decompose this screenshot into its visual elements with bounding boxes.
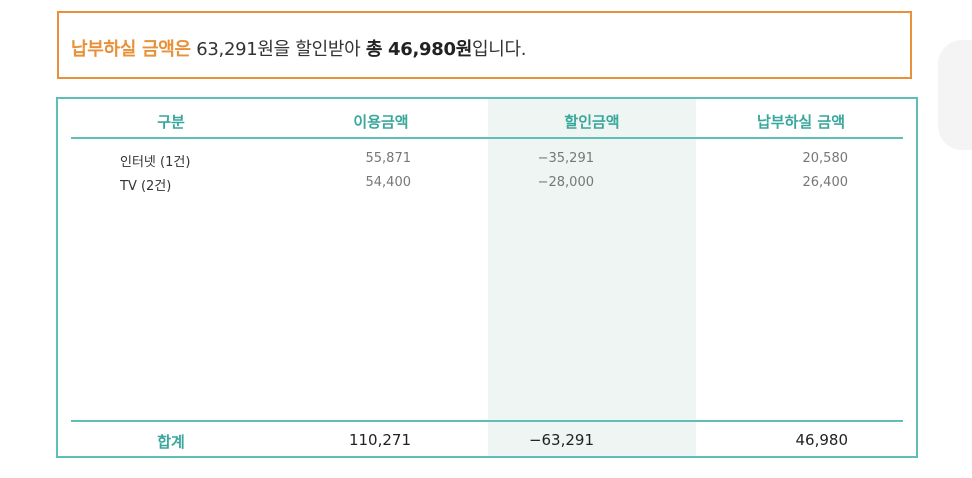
total-usage: 110,271 (348, 431, 411, 449)
billing-table: 구분 이용금액 할인금액 납부하실 금액 인터넷 (1건) 55,871 −35… (56, 97, 918, 458)
summary-total-prefix: 총 (365, 39, 389, 60)
row-usage: 55,871 (365, 151, 412, 166)
edge-decoration (938, 40, 972, 150)
total-divider (71, 420, 903, 422)
header-divider (71, 137, 903, 139)
row-discount: −35,291 (537, 151, 594, 166)
row-payment: 20,580 (802, 151, 849, 166)
total-label: 합계 (157, 433, 185, 451)
header-payment: 납부하실 금액 (756, 113, 846, 131)
row-category: 인터넷 (1건) (120, 155, 191, 170)
row-category: TV (2건) (120, 179, 172, 194)
summary-middle: 63,291원을 할인받아 (190, 39, 366, 60)
row-discount: −28,000 (537, 175, 594, 190)
header-discount: 할인금액 (564, 113, 620, 131)
header-category: 구분 (157, 113, 185, 131)
total-payment: 46,980 (795, 431, 849, 449)
header-usage: 이용금액 (353, 113, 409, 131)
discount-column-shade (488, 99, 696, 456)
summary-total-amount: 46,980원 (388, 39, 472, 60)
payment-summary-banner: 납부하실 금액은 63,291원을 할인받아 총 46,980원입니다. (57, 11, 912, 79)
total-discount: −63,291 (528, 431, 594, 449)
summary-sentence: 납부하실 금액은 63,291원을 할인받아 총 46,980원입니다. (71, 35, 526, 61)
row-payment: 26,400 (802, 175, 849, 190)
summary-lead: 납부하실 금액은 (71, 39, 191, 60)
row-usage: 54,400 (365, 175, 412, 190)
summary-suffix: 입니다. (471, 39, 527, 60)
